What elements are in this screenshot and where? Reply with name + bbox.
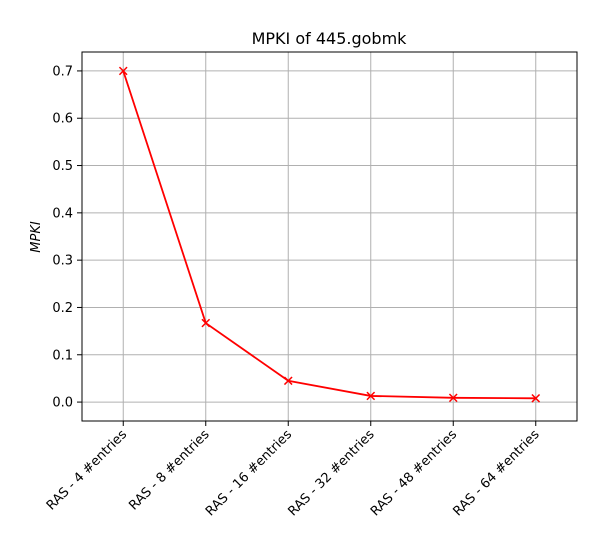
grid	[82, 52, 577, 421]
y-tick-label: 0.5	[52, 159, 73, 174]
plot-frame	[81, 51, 578, 422]
data-point-marker	[201, 318, 211, 328]
y-tick-label: 0.7	[52, 64, 73, 79]
data-point-marker	[448, 393, 458, 403]
y-tick-label: 0.4	[52, 206, 73, 221]
data-point-marker	[531, 393, 541, 403]
y-axis-label: MPKI	[29, 221, 44, 253]
y-tick-label: 0.0	[52, 396, 73, 411]
y-tick-label: 0.3	[52, 254, 73, 269]
y-tick-label: 0.6	[52, 112, 73, 127]
chart-title: MPKI of 445.gobmk	[252, 29, 408, 48]
data-point-marker	[118, 66, 128, 76]
y-tick-label: 0.2	[52, 301, 73, 316]
series-line	[122, 70, 536, 400]
data-point-marker	[366, 391, 376, 401]
series	[118, 66, 541, 403]
y-tick-label: 0.1	[52, 348, 73, 363]
data-point-marker	[283, 376, 293, 386]
